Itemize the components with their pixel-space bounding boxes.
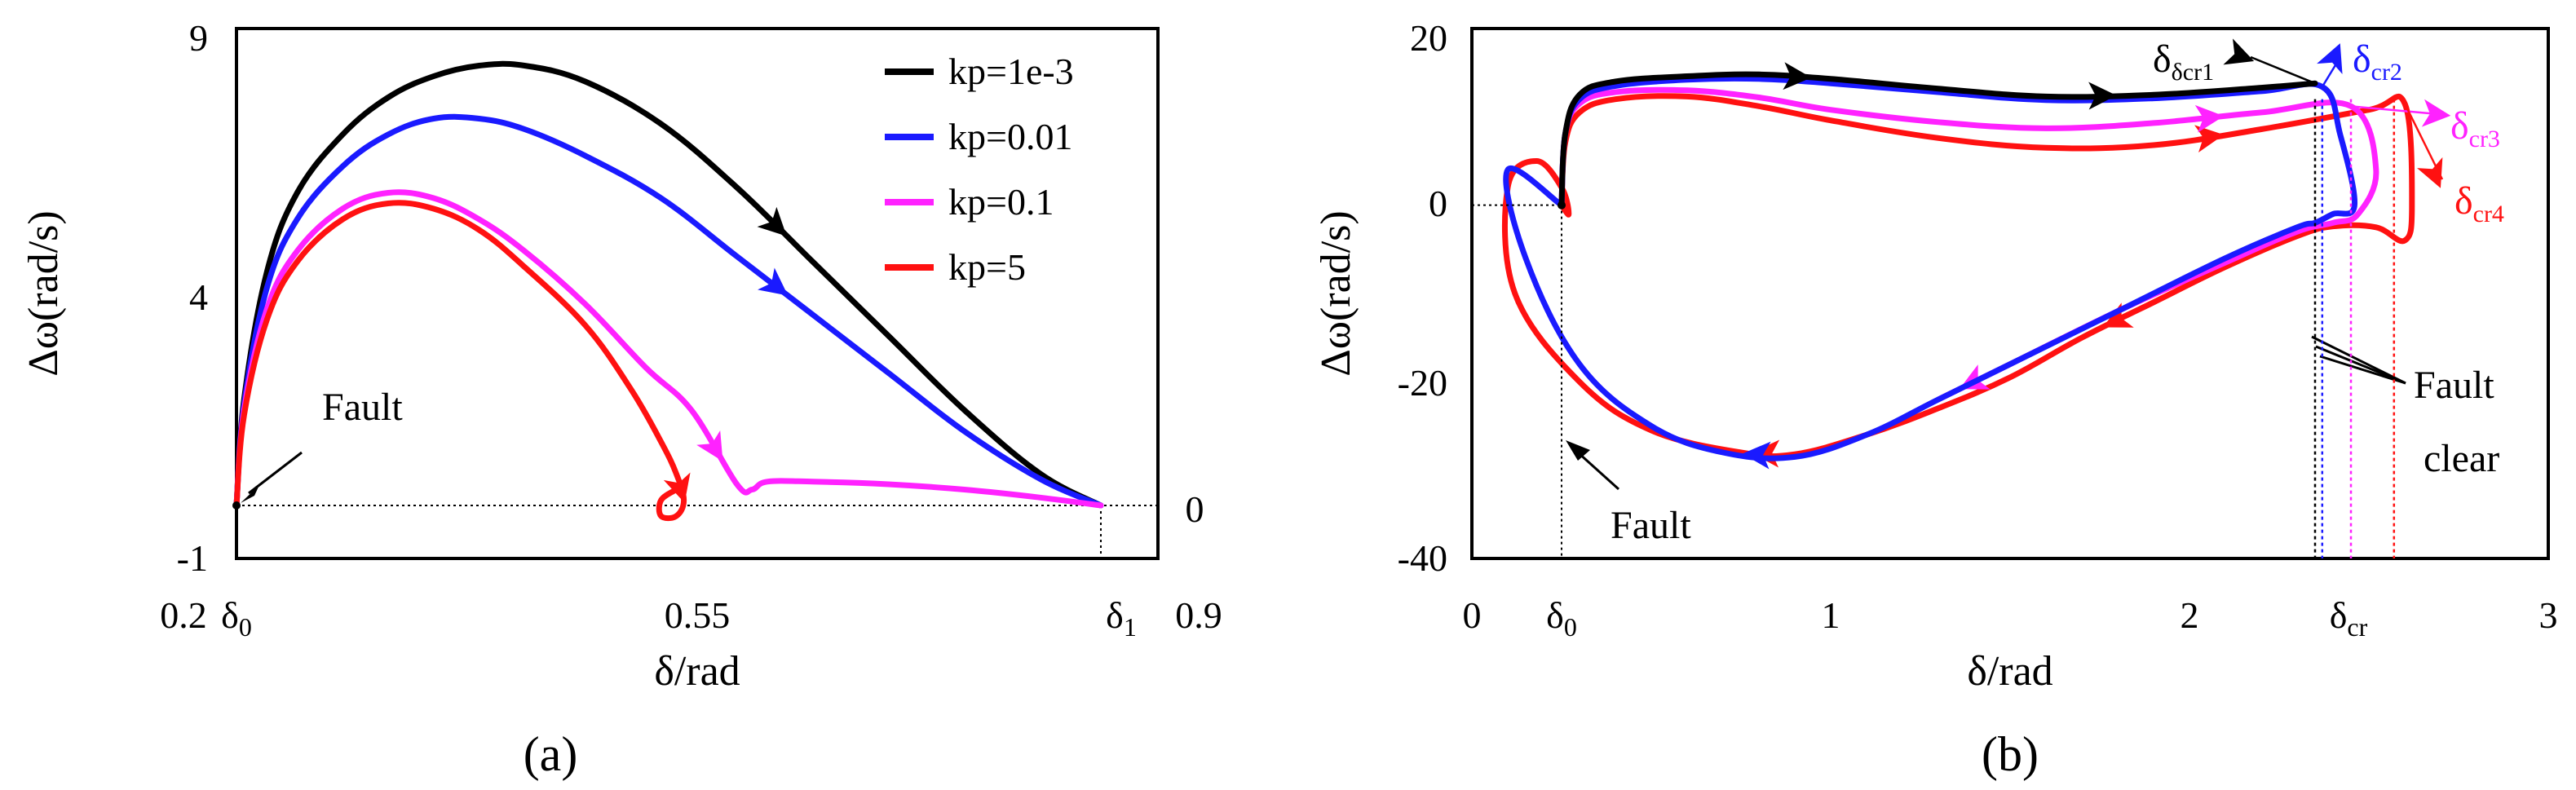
fault-arrow	[248, 451, 303, 495]
plot-frame-a	[235, 27, 1160, 560]
series-line-1	[233, 113, 1104, 509]
plot-frame-b	[1470, 27, 2550, 560]
xtick-label: 0.9	[1175, 594, 1222, 636]
ytick-label: 20	[1410, 17, 1447, 59]
delta-cr4-arrowhead	[2417, 157, 2443, 188]
legend-label: kp=0.1	[948, 181, 1054, 223]
xtick-label-delta0: δ0	[1546, 594, 1577, 642]
ytick-label: -1	[177, 537, 208, 579]
delta-cr2-label: δcr2	[2353, 38, 2402, 86]
series-direction-arrow	[1742, 441, 1771, 470]
legend-label: kp=1e-3	[948, 51, 1074, 92]
fault-arrowhead	[241, 485, 259, 503]
series-line-0	[1558, 71, 2318, 209]
decorations-b	[1472, 38, 2451, 558]
series-group-a	[232, 60, 1158, 558]
delta-cr3-label: δcr3	[2450, 104, 2500, 152]
series-direction-arrow	[757, 206, 787, 236]
xtick-label-delta1: δ1	[1106, 594, 1137, 642]
series-direction-arrow	[2102, 302, 2134, 328]
fault-clear-pointer	[2319, 355, 2406, 385]
fault-clear-annotation-line2: clear	[2424, 437, 2499, 480]
xtick-label-delta0: δ0	[221, 594, 252, 642]
series-line-0	[233, 60, 1104, 509]
fault-arrow	[1576, 451, 1620, 491]
fault-point	[232, 501, 241, 510]
legend: kp=1e-3 kp=0.01 kp=0.1 kp=5	[885, 51, 1074, 288]
ytick-label: -40	[1398, 537, 1447, 579]
delta-cr1-pointer	[2250, 55, 2316, 85]
series-line-3	[1501, 93, 2415, 460]
series-line-2	[233, 189, 1104, 509]
xtick-label: 0.55	[665, 594, 731, 636]
xtick-label: 2	[2181, 594, 2199, 636]
delta-cr3-arrowhead	[2421, 99, 2451, 127]
series-direction-arrow	[1783, 62, 1812, 90]
delta-cr2-arrowhead	[2317, 43, 2343, 75]
xtick-label: 1	[1822, 594, 1840, 636]
fault-clear-pointer	[2315, 345, 2406, 385]
legend-label: kp=5	[948, 246, 1026, 288]
series-direction-arrow	[758, 267, 789, 296]
xtick-label-deltacr: δcr	[2330, 594, 2368, 642]
delta-cr3-pointer	[2350, 105, 2439, 116]
ytick-label: 0	[1429, 183, 1447, 224]
series-direction-arrow	[696, 430, 723, 461]
panel-a: 9 4 -1 0.2 δ0 0.55 δ1 0.9 δ/rad Δω(rad/s…	[20, 17, 1222, 781]
delta-cr1-label: δδcr1	[2153, 38, 2214, 86]
x-axis-label: δ/rad	[654, 648, 740, 695]
panel-label-a: (a)	[524, 727, 578, 781]
y-axis-label: Δω(rad/s)	[1313, 210, 1359, 376]
fault-clear-annotation-line1: Fault	[2414, 364, 2494, 407]
delta-cr4-label: δcr4	[2454, 179, 2504, 227]
legend-label: kp=0.01	[948, 116, 1072, 157]
series-direction-arrow	[2194, 125, 2225, 153]
series-line-1	[1503, 75, 2357, 461]
panel-b: 20 0 -20 -40 0 δ0 1 2 δcr 3 δ/rad Δω(rad…	[1313, 17, 2558, 781]
series-line-3	[233, 200, 687, 522]
series-direction-arrow	[663, 472, 691, 503]
x-axis-label: δ/rad	[1967, 648, 2052, 695]
xtick-label: 0.2	[160, 594, 207, 636]
series-group-b	[1501, 62, 2415, 470]
y-axis-label: Δω(rad/s)	[20, 210, 67, 376]
ytick-label: 9	[189, 17, 208, 59]
series-direction-arrow	[2194, 104, 2225, 133]
fault-clear-pointer	[2311, 335, 2406, 385]
fault-arrowhead	[1566, 440, 1590, 461]
panel-label-b: (b)	[1982, 727, 2039, 781]
ytick-label: -20	[1398, 362, 1447, 404]
fault-annotation: Fault	[322, 386, 403, 429]
ytick-label: 4	[189, 276, 208, 318]
series-direction-arrow	[2088, 82, 2117, 110]
delta-cr1-arrowhead	[2223, 38, 2255, 65]
xtick-label: 0	[1463, 594, 1482, 636]
fault-annotation: Fault	[1611, 504, 1691, 547]
xtick-label: 3	[2539, 594, 2558, 636]
zero-label: 0	[1186, 488, 1204, 530]
